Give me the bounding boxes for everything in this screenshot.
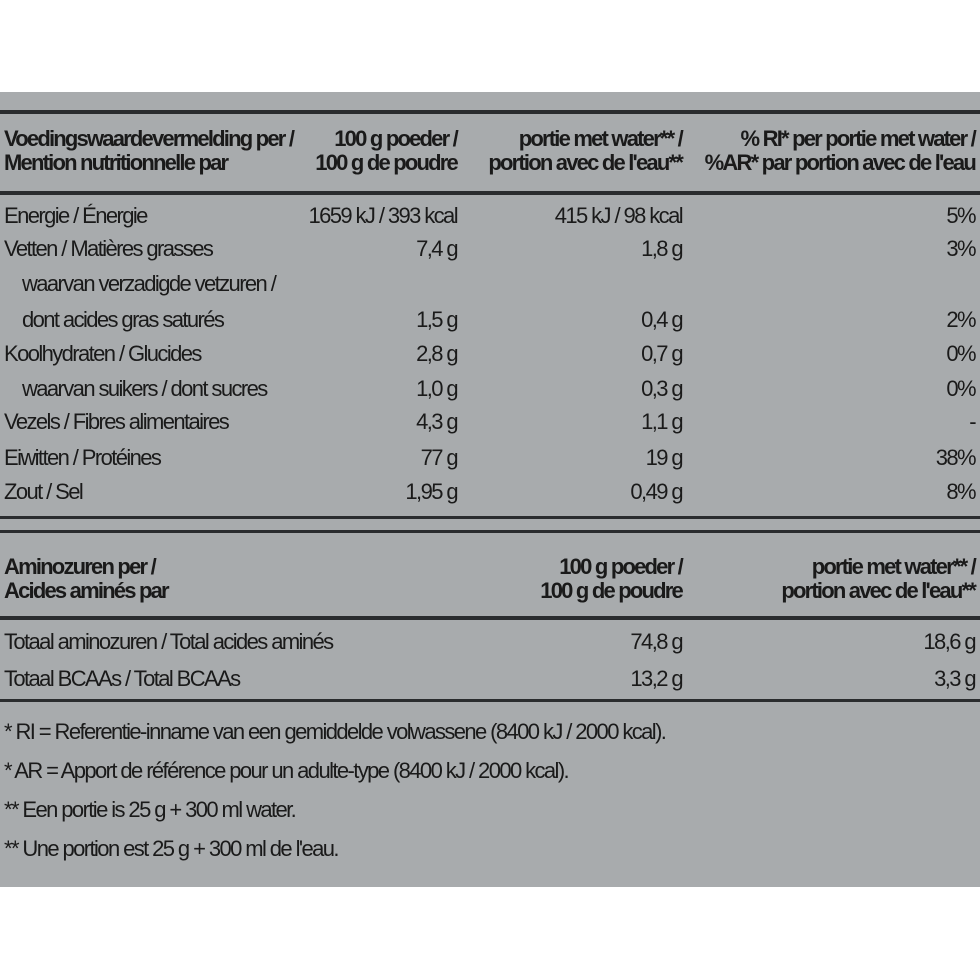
value-per100: 7,4 g	[416, 236, 459, 261]
header-text: Mention nutritionnelle par	[4, 150, 229, 175]
header-text: 100 g poeder /	[334, 126, 459, 151]
table-row: Totaal aminozuren / Total acides aminés 7…	[0, 626, 980, 658]
header-label: Voedingswaardevermelding per / Mention nu…	[4, 126, 295, 175]
table-row: Energie / Énergie 1659 kJ / 393 kcal 415 k…	[0, 200, 980, 232]
value-per100: 1,95 g	[405, 479, 458, 504]
header-text: portion avec de l'eau**	[781, 578, 976, 603]
header-text: portion avec de l'eau**	[488, 150, 683, 175]
divider	[0, 110, 980, 114]
value-portion: 3,3 g	[934, 666, 977, 691]
header-text: Aminozuren per /	[4, 554, 157, 579]
value-per100: 1,5 g	[416, 307, 459, 332]
value-portion: 0,49 g	[630, 479, 683, 504]
header-text: Acides aminés par	[4, 578, 170, 603]
row-label: Totaal aminozuren / Total acides aminés	[4, 629, 334, 654]
header-text: portie met water** /	[811, 554, 977, 579]
divider	[0, 616, 980, 620]
table-row: waarvan suikers / dont sucres 1,0 g 0,3 g 0…	[0, 373, 980, 405]
value-ri: 5%	[946, 203, 976, 228]
row-label: Energie / Énergie	[4, 203, 148, 228]
value-portion: 18,6 g	[923, 629, 976, 654]
value-per100: 2,8 g	[416, 341, 459, 366]
header-ri: % RI* per portie met water / %AR* par por…	[704, 126, 977, 175]
row-label: Eiwitten / Protéines	[4, 445, 162, 470]
header-text: Voedingswaardevermelding per /	[4, 126, 295, 151]
value-ri: 8%	[946, 479, 976, 504]
value-ri: 3%	[946, 236, 976, 261]
value-per100: 74,8 g	[630, 629, 683, 654]
header-text: 100 g de poudre	[540, 578, 684, 603]
footnote: ** Een portie is 25 g + 300 ml water.	[4, 797, 297, 822]
value-portion: 1,8 g	[641, 236, 684, 261]
row-label: waarvan verzadigde vetzuren /	[22, 271, 277, 296]
value-portion: 0,7 g	[641, 341, 684, 366]
value-per100: 4,3 g	[416, 409, 459, 434]
value-ri: 0%	[946, 341, 976, 366]
value-per100: 1,0 g	[416, 376, 459, 401]
header-text: % RI* per portie met water /	[740, 126, 977, 151]
divider	[0, 699, 980, 702]
divider	[0, 530, 980, 533]
row-label: Vetten / Matières grasses	[4, 236, 214, 261]
table-row: Totaal BCAAs / Total BCAAs 13,2 g 3,3 g	[0, 663, 980, 695]
table-row: dont acides gras saturés 1,5 g 0,4 g 2%	[0, 304, 980, 336]
value-per100: 1659 kJ / 393 kcal	[308, 203, 458, 228]
value-portion: 1,1 g	[641, 409, 684, 434]
value-portion: 0,4 g	[641, 307, 684, 332]
value-ri: 2%	[946, 307, 976, 332]
row-label: waarvan suikers / dont sucres	[22, 376, 268, 401]
header-text: 100 g de poudre	[315, 150, 459, 175]
table-row: Koolhydraten / Glucides 2,8 g 0,7 g 0%	[0, 338, 980, 370]
value-per100: 77 g	[420, 445, 459, 470]
row-label: Totaal BCAAs / Total BCAAs	[4, 666, 241, 691]
value-portion: 0,3 g	[641, 376, 684, 401]
row-label: Zout / Sel	[4, 479, 84, 504]
header-text: %AR* par portion avec de l'eau	[704, 150, 977, 175]
value-portion: 19 g	[645, 445, 684, 470]
amino-header-portion: portie met water** / portion avec de l'ea…	[781, 554, 977, 603]
table-row: Eiwitten / Protéines 77 g 19 g 38%	[0, 442, 980, 474]
table-row: Vezels / Fibres alimentaires 4,3 g 1,1 g -	[0, 406, 980, 438]
row-label: dont acides gras saturés	[22, 307, 225, 332]
footnote: * RI = Referentie-inname van een gemidde…	[4, 719, 667, 744]
amino-header-label: Aminozuren per / Acides aminés par	[4, 554, 170, 603]
row-label: Vezels / Fibres alimentaires	[4, 409, 230, 434]
nutrition-label	[0, 92, 980, 887]
row-label: Koolhydraten / Glucides	[4, 341, 202, 366]
table-row: Vetten / Matières grasses 7,4 g 1,8 g 3%	[0, 233, 980, 265]
amino-header-per100: 100 g poeder /100 g de poudre	[540, 554, 684, 603]
table-row: Zout / Sel 1,95 g 0,49 g 8%	[0, 476, 980, 508]
value-ri: -	[969, 409, 976, 434]
footnote: * AR = Apport de référence pour un adult…	[4, 758, 570, 783]
footnote: ** Une portion est 25 g + 300 ml de l'ea…	[4, 836, 339, 861]
value-ri: 0%	[946, 376, 976, 401]
value-ri: 38%	[935, 445, 977, 470]
divider	[0, 516, 980, 519]
header-text: 100 g poeder /	[559, 554, 684, 579]
table-row: waarvan verzadigde vetzuren /	[0, 268, 980, 300]
header-portion: portie met water** / portion avec de l'ea…	[488, 126, 684, 175]
value-per100: 13,2 g	[630, 666, 683, 691]
divider	[0, 191, 980, 195]
header-per100: 100 g poeder /100 g de poudre	[315, 126, 459, 175]
value-portion: 415 kJ / 98 kcal	[554, 203, 684, 228]
header-text: portie met water** /	[518, 126, 684, 151]
